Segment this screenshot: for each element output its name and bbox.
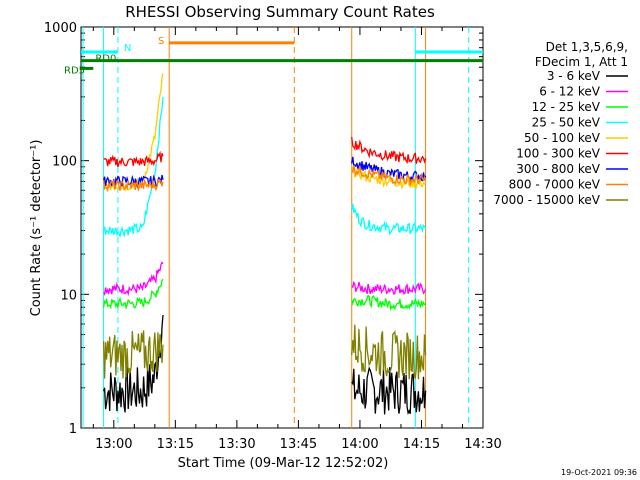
series-line-5 <box>351 136 427 165</box>
series-line-2 <box>351 294 426 312</box>
legend-label: 3 - 6 keV <box>547 69 601 83</box>
series-line-0 <box>102 314 164 413</box>
chart-marks: 1 10 100 1000 13:00 13:15 13:30 13:45 14:00 14:15… <box>44 21 628 452</box>
series-line-0 <box>351 366 427 416</box>
flag-label-rd5: RD5 <box>64 65 85 76</box>
legend-label: 50 - 100 keV <box>524 131 601 145</box>
legend-label: 300 - 800 keV <box>516 162 600 176</box>
x-tick-label: 13:15 <box>157 437 194 452</box>
chart-title: RHESSI Observing Summary Count Rates <box>125 3 435 21</box>
y-tick-label: 1 <box>69 422 77 437</box>
flag-label-s: S <box>158 36 164 47</box>
y-tick-label: 1000 <box>44 21 77 36</box>
series-line-3 <box>102 96 164 239</box>
legend-label: 800 - 7000 keV <box>509 178 601 192</box>
series-line-3 <box>351 203 427 236</box>
series-line-1 <box>103 261 164 297</box>
legend-label: 6 - 12 keV <box>539 85 601 99</box>
x-tick-label: 13:30 <box>218 437 255 452</box>
legend-label: 100 - 300 keV <box>516 147 600 161</box>
series-line-7 <box>351 164 427 186</box>
footer-date: 19-Oct-2021 09:36 <box>561 468 637 477</box>
x-tick-label: 13:45 <box>280 437 317 452</box>
x-tick-label: 14:00 <box>341 437 378 452</box>
x-axis-label: Start Time (09-Mar-12 12:52:02) <box>178 456 389 471</box>
y-tick-label: 10 <box>60 288 77 303</box>
series-line-5 <box>103 150 164 168</box>
legend-header-line-2: FDecim 1, Att 1 <box>535 55 628 69</box>
x-tick-label: 14:30 <box>464 437 501 452</box>
y-tick-label: 100 <box>52 155 77 170</box>
x-tick-label: 14:15 <box>403 437 440 452</box>
series-line-7 <box>102 177 164 193</box>
series-line-8 <box>351 324 427 380</box>
series-line-8 <box>102 330 164 379</box>
flag-label-n: N <box>124 43 131 54</box>
flag-label-rd0: RD0 <box>95 54 116 65</box>
legend-header-line-1: Det 1,3,5,6,9, <box>546 40 628 54</box>
series-line-2 <box>102 278 164 311</box>
y-axis-label: Count Rate (s⁻¹ detector⁻¹) <box>29 140 44 317</box>
legend-label: 7000 - 15000 keV <box>493 193 600 207</box>
series-line-6 <box>351 156 427 183</box>
legend-label: 12 - 25 keV <box>532 100 601 114</box>
legend-label: 25 - 50 keV <box>532 116 601 130</box>
series-line-4 <box>103 73 164 192</box>
x-tick-label: 13:00 <box>95 437 132 452</box>
series-line-1 <box>351 280 427 296</box>
plot-frame <box>80 26 484 429</box>
